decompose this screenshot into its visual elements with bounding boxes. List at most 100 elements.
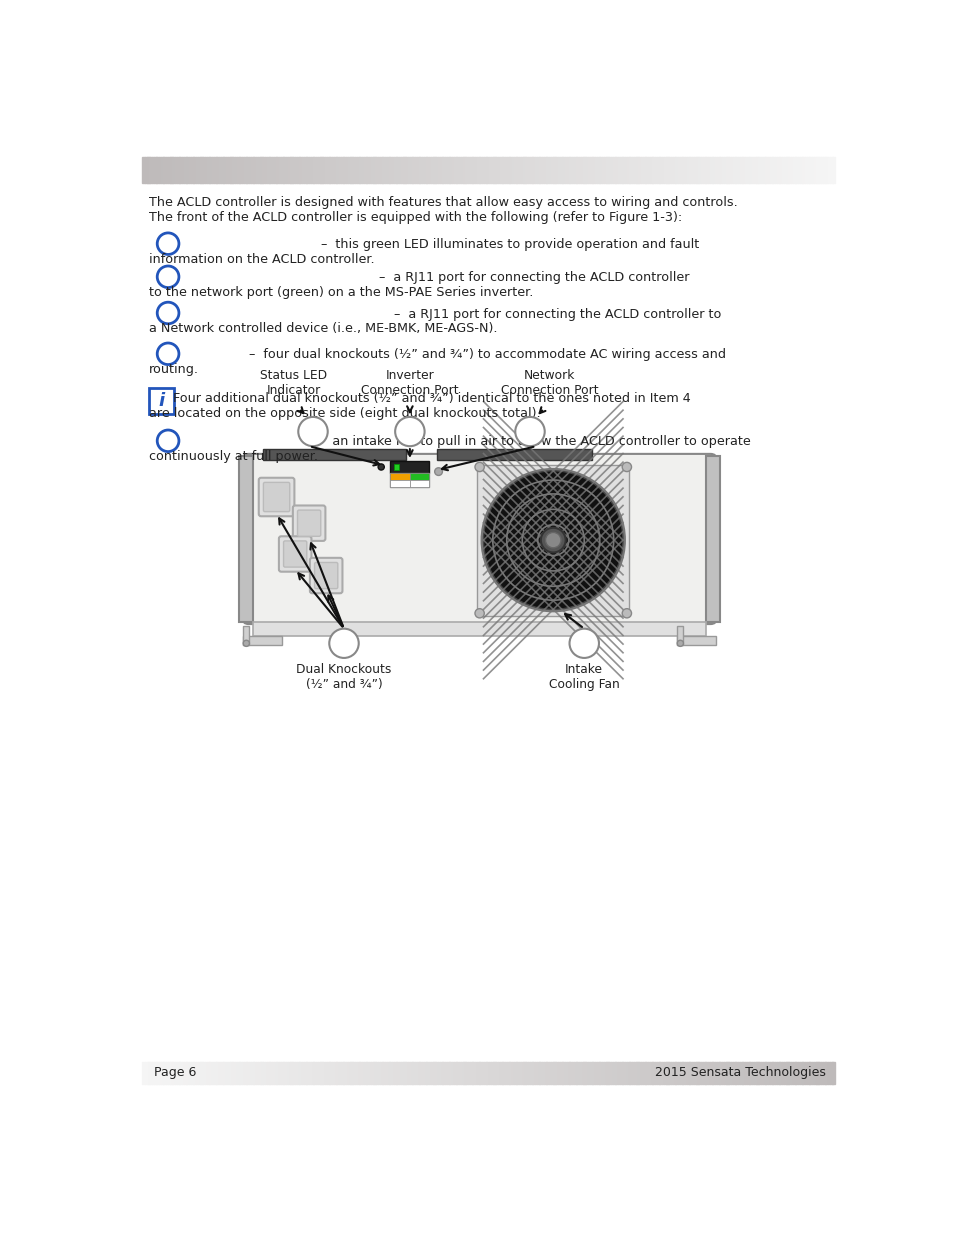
Bar [532, 1062, 535, 1084]
Bar [262, 157, 265, 183]
Bar [195, 1062, 198, 1084]
Bar [811, 157, 813, 183]
Text: Status LED
Indicator: Status LED Indicator [260, 369, 327, 396]
Bar [548, 1062, 551, 1084]
Bar [629, 1062, 631, 1084]
Bar [516, 157, 518, 183]
Bar [514, 157, 517, 183]
Bar [566, 157, 569, 183]
Bar [373, 1062, 375, 1084]
Bar [244, 157, 247, 183]
Bar [437, 1062, 440, 1084]
Bar [368, 1062, 371, 1084]
Bar [197, 157, 200, 183]
FancyBboxPatch shape [283, 541, 307, 567]
Bar [197, 1062, 200, 1084]
Bar [338, 157, 341, 183]
Bar [598, 1062, 601, 1084]
Bar [454, 1062, 456, 1084]
Bar [338, 1062, 341, 1084]
Bar [467, 1062, 470, 1084]
Bar [288, 157, 291, 183]
Bar [624, 1062, 627, 1084]
Bar [659, 1062, 661, 1084]
Bar [382, 1062, 385, 1084]
Bar [350, 157, 353, 183]
Bar [251, 157, 253, 183]
Bar [243, 636, 282, 645]
Bar [269, 157, 272, 183]
Bar [465, 1062, 468, 1084]
Bar [720, 1062, 723, 1084]
Bar [525, 1062, 528, 1084]
Bar [335, 1062, 338, 1084]
Bar [631, 1062, 634, 1084]
Bar [294, 157, 297, 183]
Bar [792, 1062, 795, 1084]
Bar [730, 1062, 733, 1084]
Bar [735, 1062, 738, 1084]
Bar [478, 157, 481, 183]
Bar [712, 1062, 714, 1084]
Bar [153, 157, 156, 183]
Circle shape [481, 469, 624, 611]
Bar [421, 157, 424, 183]
Text: Inverter
Connection Port: Inverter Connection Port [360, 369, 458, 396]
Bar [702, 1062, 705, 1084]
Bar [665, 1062, 668, 1084]
Bar [161, 157, 164, 183]
Bar [458, 1062, 460, 1084]
Bar [803, 1062, 806, 1084]
Bar [274, 1062, 276, 1084]
Bar [598, 157, 601, 183]
Bar [576, 1062, 578, 1084]
Bar [675, 1062, 678, 1084]
Bar [228, 157, 231, 183]
Bar [688, 157, 691, 183]
Bar [499, 1062, 502, 1084]
Bar [447, 1062, 449, 1084]
Bar [410, 157, 413, 183]
Bar [398, 157, 401, 183]
Bar [225, 1062, 228, 1084]
Bar [311, 157, 314, 183]
Bar [285, 1062, 288, 1084]
Bar [340, 157, 343, 183]
Bar [502, 1062, 504, 1084]
Bar [200, 1062, 203, 1084]
Bar [379, 157, 382, 183]
Bar [582, 157, 585, 183]
Bar [541, 157, 544, 183]
Bar [322, 1062, 325, 1084]
Bar [364, 157, 366, 183]
Bar [389, 157, 392, 183]
Bar [483, 1062, 486, 1084]
Bar [352, 157, 355, 183]
Bar [395, 157, 398, 183]
Bar [495, 1062, 497, 1084]
Bar [587, 157, 590, 183]
Bar [158, 1062, 161, 1084]
Bar [191, 1062, 193, 1084]
Bar [781, 1062, 783, 1084]
Bar [255, 157, 258, 183]
Bar [543, 1062, 546, 1084]
Bar [553, 1062, 556, 1084]
Bar [421, 1062, 424, 1084]
Bar [384, 157, 387, 183]
Bar [447, 157, 449, 183]
Bar [740, 157, 741, 183]
Bar [246, 157, 249, 183]
Bar [416, 157, 419, 183]
Bar [693, 157, 696, 183]
Bar [541, 1062, 544, 1084]
Bar [698, 157, 700, 183]
Bar [696, 1062, 699, 1084]
Bar [764, 1062, 767, 1084]
Bar [654, 1062, 657, 1084]
Bar [827, 1062, 829, 1084]
Bar [327, 1062, 330, 1084]
Bar [435, 1062, 437, 1084]
Bar [679, 1062, 682, 1084]
Bar [390, 480, 410, 487]
